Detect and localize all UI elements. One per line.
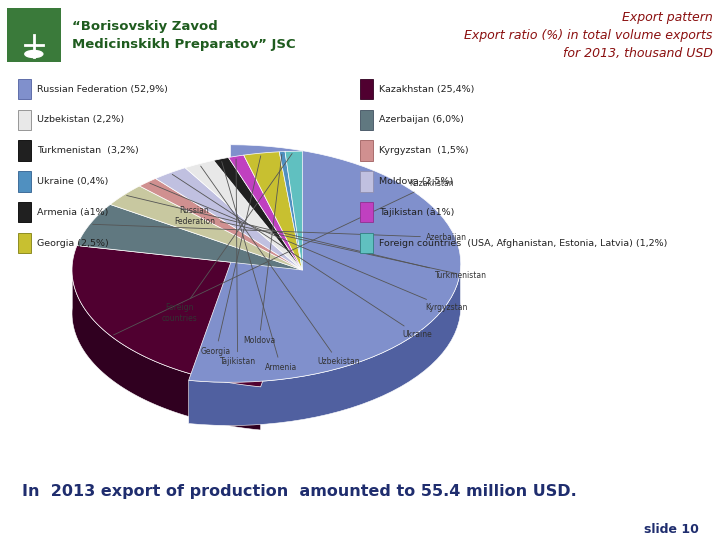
Text: Armenia: Armenia: [222, 161, 297, 372]
Bar: [360, 110, 373, 130]
FancyBboxPatch shape: [7, 8, 61, 62]
Text: Georgia: Georgia: [201, 156, 261, 355]
Text: Georgia (2,5%): Georgia (2,5%): [37, 239, 109, 247]
Polygon shape: [185, 160, 302, 270]
Bar: [360, 233, 373, 253]
Text: Azerbaijan: Azerbaijan: [93, 224, 467, 242]
Text: Ukraine: Ukraine: [172, 174, 433, 339]
Text: Foreign
countries: Foreign countries: [162, 153, 292, 323]
Bar: [18, 202, 31, 222]
Text: Foreign countries  (USA, Afghanistan, Estonia, Latvia) (1,2%): Foreign countries (USA, Afghanistan, Est…: [379, 239, 667, 247]
Polygon shape: [279, 152, 302, 270]
Text: Export pattern
Export ratio (%) in total volume exports
for 2013, thousand USD: Export pattern Export ratio (%) in total…: [464, 11, 713, 59]
Text: Tajikistan (ȧ1%): Tajikistan (ȧ1%): [379, 208, 454, 217]
Text: Moldova (2,5%): Moldova (2,5%): [379, 177, 453, 186]
Bar: [360, 202, 373, 222]
Polygon shape: [110, 186, 302, 270]
Bar: [18, 140, 31, 161]
Polygon shape: [189, 145, 461, 382]
Text: Uzbekistan (2,2%): Uzbekistan (2,2%): [37, 116, 124, 124]
Bar: [18, 110, 31, 130]
Text: Armenia (ȧ1%): Armenia (ȧ1%): [37, 208, 108, 217]
Text: slide 10: slide 10: [644, 523, 698, 536]
Polygon shape: [285, 151, 302, 270]
Polygon shape: [228, 155, 302, 270]
Text: Kazakhstan (25,4%): Kazakhstan (25,4%): [379, 85, 474, 93]
Text: Kazakhstan: Kazakhstan: [114, 179, 454, 335]
Bar: [360, 79, 373, 99]
Polygon shape: [156, 168, 302, 270]
Polygon shape: [72, 246, 302, 387]
Text: Azerbaijan (6,0%): Azerbaijan (6,0%): [379, 116, 464, 124]
Text: Tajikistan: Tajikistan: [220, 159, 256, 366]
Text: Russian Federation (52,9%): Russian Federation (52,9%): [37, 85, 168, 93]
Polygon shape: [189, 258, 461, 426]
Polygon shape: [77, 205, 302, 270]
Text: Uzbekistan: Uzbekistan: [201, 166, 360, 366]
Text: Turkmenistan: Turkmenistan: [127, 195, 487, 280]
Bar: [18, 233, 31, 253]
Text: In  2013 export of production  amounted to 55.4 million USD.: In 2013 export of production amounted to…: [22, 484, 576, 499]
Text: “Borisovskiy Zavod
Medicinskikh Preparatov” JSC: “Borisovskiy Zavod Medicinskikh Preparat…: [72, 19, 296, 51]
Bar: [18, 171, 31, 192]
Text: Russian
Federation: Russian Federation: [174, 206, 457, 274]
Polygon shape: [214, 158, 302, 270]
Polygon shape: [72, 265, 261, 430]
Bar: [360, 140, 373, 161]
Text: Ukraine (0,4%): Ukraine (0,4%): [37, 177, 108, 186]
Text: Kyrgyzstan  (1,5%): Kyrgyzstan (1,5%): [379, 146, 468, 155]
Text: Kyrgyzstan: Kyrgyzstan: [150, 183, 467, 312]
Bar: [360, 171, 373, 192]
Ellipse shape: [24, 51, 43, 57]
Bar: [18, 79, 31, 99]
Text: Moldova: Moldova: [243, 154, 282, 345]
Polygon shape: [140, 178, 302, 270]
Text: Turkmenistan  (3,2%): Turkmenistan (3,2%): [37, 146, 138, 155]
Polygon shape: [243, 152, 302, 270]
